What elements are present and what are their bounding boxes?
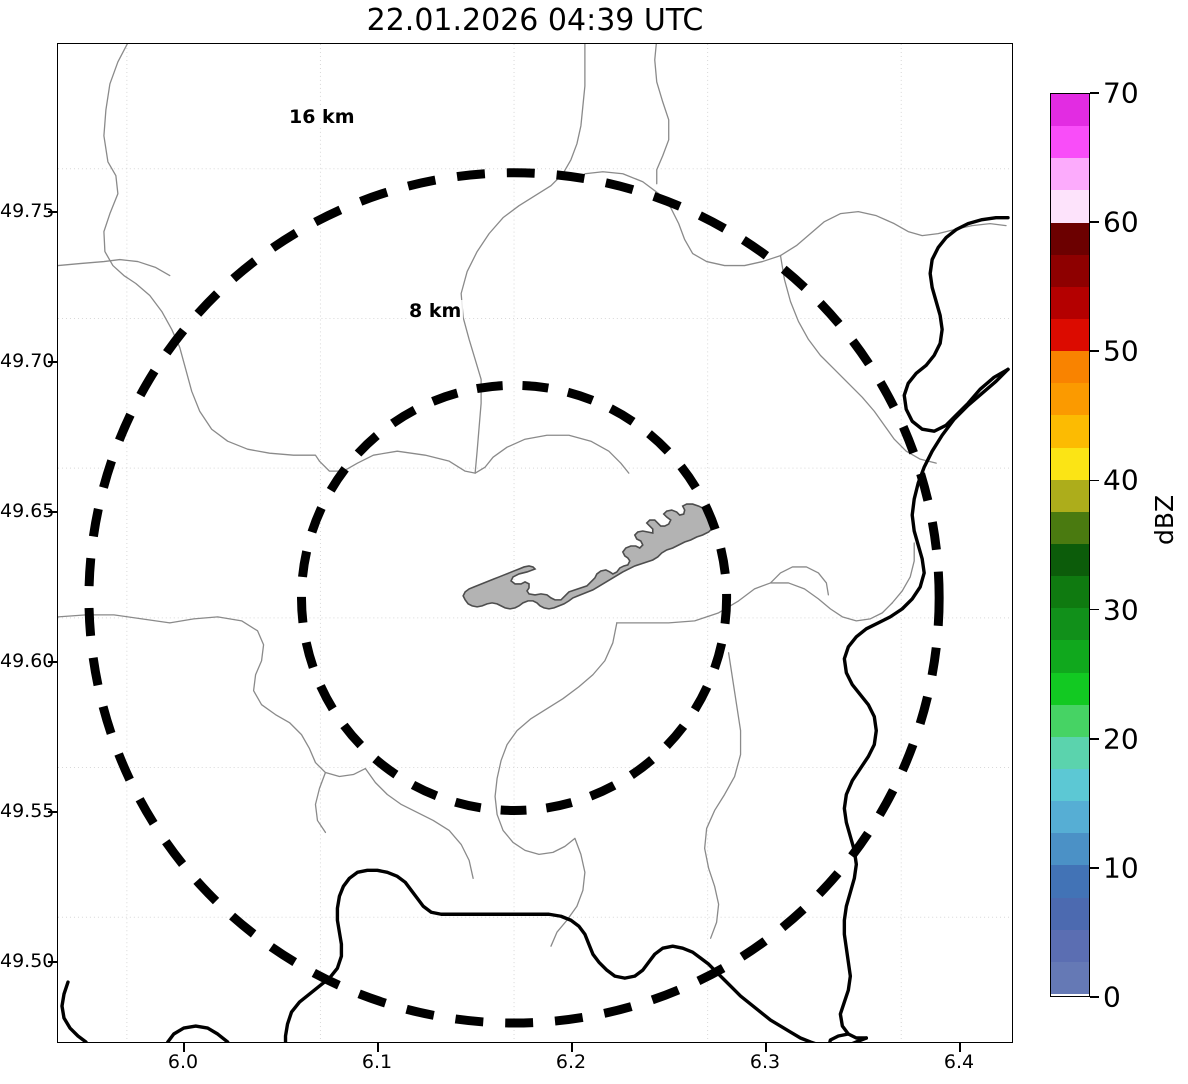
luxembourg-city-polygon xyxy=(462,503,716,610)
colorbar-band xyxy=(1051,286,1089,319)
colorbar-band xyxy=(1051,608,1089,641)
x-tick-mark xyxy=(183,1043,185,1052)
colorbar-tick-mark xyxy=(1090,608,1099,611)
admin-boundaries xyxy=(58,44,1007,947)
colorbar-band xyxy=(1051,126,1089,159)
colorbar-band xyxy=(1051,447,1089,480)
x-tick-label: 6.3 xyxy=(749,1051,781,1073)
y-tick-mark xyxy=(48,361,57,363)
colorbar-tick-label: 40 xyxy=(1103,463,1139,497)
colorbar-tick-label: 10 xyxy=(1103,851,1139,885)
range-ring-8km xyxy=(296,380,732,815)
colorbar-tick-label: 50 xyxy=(1103,334,1139,368)
colorbar-tick-label: 70 xyxy=(1103,76,1139,110)
colorbar-band xyxy=(1051,222,1089,255)
y-tick-mark xyxy=(48,811,57,813)
y-tick-label: 49.50 xyxy=(0,950,55,972)
x-tick-mark xyxy=(765,1043,767,1052)
colorbar-band xyxy=(1051,833,1089,866)
range-rings xyxy=(84,168,944,1028)
colorbar-band xyxy=(1051,961,1089,994)
grid-lines xyxy=(58,44,1012,1042)
range-ring-label-16km: 16 km xyxy=(287,106,357,128)
colorbar-band xyxy=(1051,897,1089,930)
colorbar-tick-label: 0 xyxy=(1103,980,1121,1014)
colorbar[interactable] xyxy=(1050,93,1090,997)
x-tick-mark xyxy=(959,1043,961,1052)
colorbar-tick-mark xyxy=(1090,737,1099,740)
x-tick-label: 6.2 xyxy=(555,1051,587,1073)
colorbar-tick-mark xyxy=(1090,867,1099,869)
colorbar-band xyxy=(1051,254,1089,287)
colorbar-band xyxy=(1051,929,1089,962)
colorbar-tick-mark xyxy=(1090,996,1099,998)
colorbar-band xyxy=(1051,768,1089,802)
colorbar-band xyxy=(1051,318,1089,352)
colorbar-band xyxy=(1051,351,1089,384)
range-ring-label-8km: 8 km xyxy=(407,300,464,322)
y-tick-mark xyxy=(48,211,57,213)
x-tick-label: 6.4 xyxy=(943,1051,975,1073)
colorbar-band xyxy=(1051,736,1089,769)
colorbar-tick-label: 20 xyxy=(1103,722,1139,756)
colorbar-tick-mark xyxy=(1090,92,1099,94)
colorbar-band xyxy=(1051,865,1089,898)
y-tick-label: 49.55 xyxy=(0,800,55,822)
colorbar-band xyxy=(1051,94,1089,127)
y-tick-label: 49.65 xyxy=(0,500,55,522)
x-tick-label: 6.0 xyxy=(167,1051,199,1073)
colorbar-band xyxy=(1051,543,1089,577)
map-canvas xyxy=(58,44,1012,1042)
colorbar-band xyxy=(1051,479,1089,512)
colorbar-band xyxy=(1051,415,1089,448)
colorbar-tick-mark xyxy=(1090,221,1099,223)
national-borders xyxy=(60,215,1010,1042)
range-ring-16km xyxy=(84,168,944,1028)
x-tick-mark xyxy=(571,1043,573,1052)
page-title: 22.01.2026 04:39 UTC xyxy=(366,3,704,38)
colorbar-band xyxy=(1051,704,1089,737)
colorbar-band xyxy=(1051,576,1089,609)
y-tick-label: 49.60 xyxy=(0,650,55,672)
colorbar-band xyxy=(1051,190,1089,223)
colorbar-title: dBZ xyxy=(1150,494,1179,545)
colorbar-tick-label: 60 xyxy=(1103,205,1139,239)
y-tick-mark xyxy=(48,511,57,513)
colorbar-band xyxy=(1051,511,1089,544)
y-tick-label: 49.75 xyxy=(0,200,55,222)
colorbar-tick-mark xyxy=(1090,479,1099,482)
colorbar-band xyxy=(1051,640,1089,673)
y-tick-mark xyxy=(48,961,57,963)
colorbar-band xyxy=(1051,383,1089,416)
colorbar-band xyxy=(1051,672,1089,705)
x-tick-label: 6.1 xyxy=(361,1051,393,1073)
radar-map-panel[interactable]: 16 km 8 km xyxy=(57,43,1013,1043)
colorbar-tick-mark xyxy=(1090,350,1099,353)
colorbar-band xyxy=(1051,158,1089,191)
colorbar-band xyxy=(1051,801,1089,834)
y-tick-mark xyxy=(48,661,57,663)
y-tick-label: 49.70 xyxy=(0,350,55,372)
colorbar-tick-label: 30 xyxy=(1103,593,1139,627)
x-tick-mark xyxy=(377,1043,379,1052)
